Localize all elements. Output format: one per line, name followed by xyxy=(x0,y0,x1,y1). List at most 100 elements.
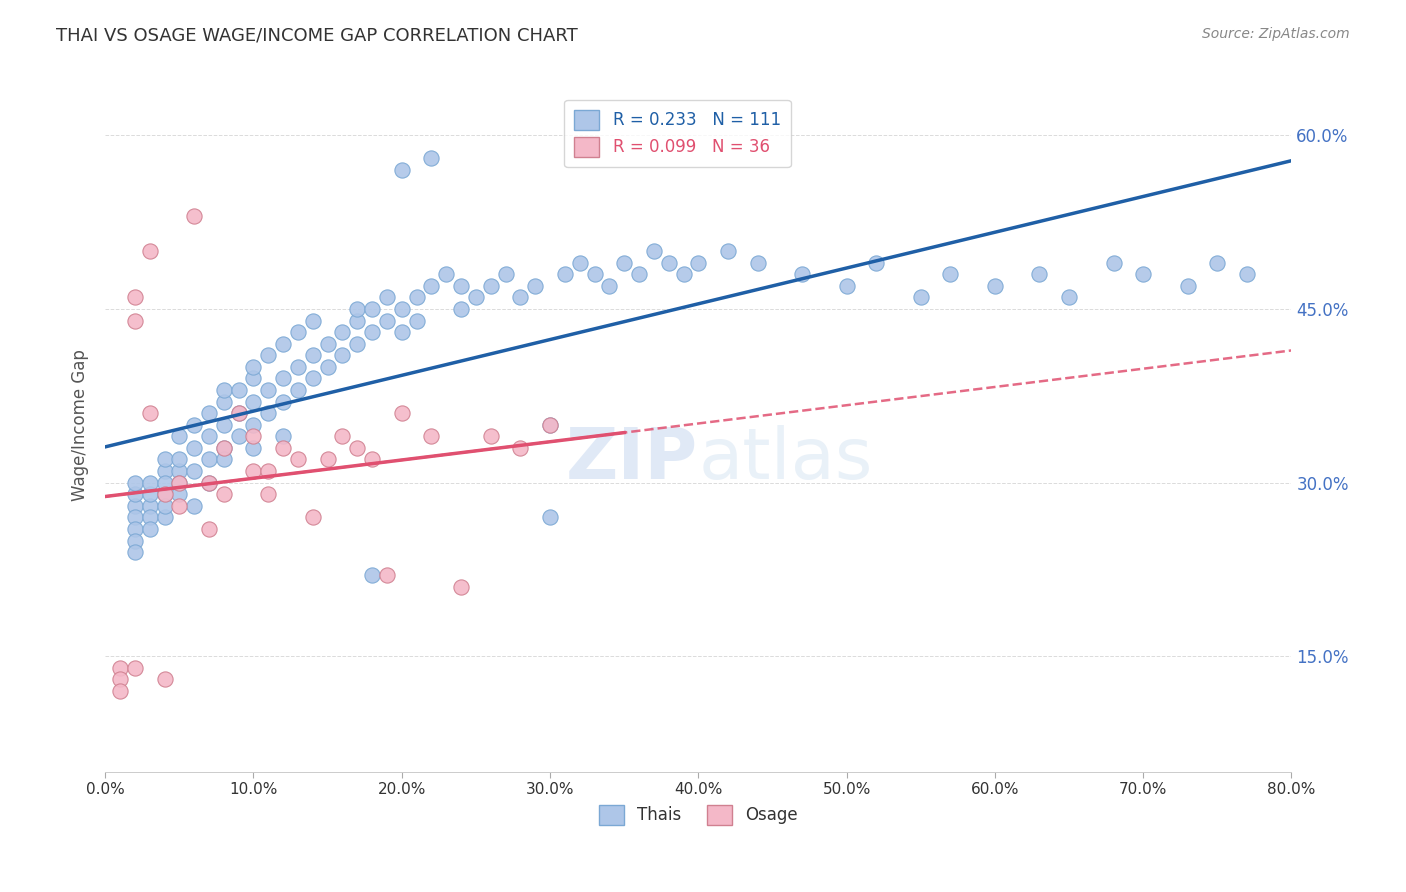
Point xyxy=(124,313,146,327)
Point xyxy=(242,429,264,443)
Text: Source: ZipAtlas.com: Source: ZipAtlas.com xyxy=(1202,27,1350,41)
Point xyxy=(153,464,176,478)
Point xyxy=(287,325,309,339)
Point xyxy=(212,383,235,397)
Point xyxy=(212,452,235,467)
Point xyxy=(865,255,887,269)
Point xyxy=(1057,290,1080,304)
Point xyxy=(1028,267,1050,281)
Point xyxy=(391,301,413,316)
Point xyxy=(124,475,146,490)
Point xyxy=(212,417,235,432)
Point xyxy=(183,464,205,478)
Point xyxy=(124,487,146,501)
Point xyxy=(198,475,221,490)
Point xyxy=(183,210,205,224)
Point xyxy=(524,278,547,293)
Point xyxy=(183,499,205,513)
Point xyxy=(124,533,146,548)
Point xyxy=(198,406,221,420)
Point xyxy=(242,464,264,478)
Point xyxy=(1102,255,1125,269)
Point xyxy=(198,429,221,443)
Point xyxy=(169,452,191,467)
Point xyxy=(509,290,531,304)
Point xyxy=(287,383,309,397)
Point xyxy=(375,290,398,304)
Point xyxy=(332,429,354,443)
Point xyxy=(198,452,221,467)
Point xyxy=(301,313,323,327)
Point xyxy=(242,441,264,455)
Point xyxy=(153,475,176,490)
Point xyxy=(509,441,531,455)
Y-axis label: Wage/Income Gap: Wage/Income Gap xyxy=(72,349,89,500)
Point xyxy=(1206,255,1229,269)
Point xyxy=(538,417,561,432)
Point xyxy=(108,673,131,687)
Point xyxy=(169,475,191,490)
Point xyxy=(434,267,457,281)
Point xyxy=(405,290,427,304)
Point xyxy=(228,406,250,420)
Point xyxy=(747,255,769,269)
Point xyxy=(717,244,740,258)
Point xyxy=(198,522,221,536)
Point xyxy=(672,267,695,281)
Point xyxy=(450,301,472,316)
Point xyxy=(242,371,264,385)
Point xyxy=(183,417,205,432)
Point xyxy=(169,499,191,513)
Point xyxy=(391,406,413,420)
Point xyxy=(153,510,176,524)
Point xyxy=(332,325,354,339)
Point xyxy=(346,441,368,455)
Point xyxy=(346,313,368,327)
Point xyxy=(153,487,176,501)
Point xyxy=(108,684,131,698)
Point xyxy=(138,244,160,258)
Point xyxy=(361,568,384,582)
Text: atlas: atlas xyxy=(699,425,873,494)
Point xyxy=(212,394,235,409)
Point xyxy=(375,313,398,327)
Point xyxy=(242,394,264,409)
Point xyxy=(538,510,561,524)
Point xyxy=(301,510,323,524)
Point xyxy=(301,348,323,362)
Point xyxy=(228,383,250,397)
Point xyxy=(124,499,146,513)
Point xyxy=(257,348,280,362)
Point xyxy=(316,359,339,374)
Point xyxy=(138,510,160,524)
Point xyxy=(212,487,235,501)
Point xyxy=(1132,267,1154,281)
Point xyxy=(538,417,561,432)
Point xyxy=(257,464,280,478)
Point xyxy=(138,487,160,501)
Point xyxy=(332,348,354,362)
Point xyxy=(361,325,384,339)
Point xyxy=(183,441,205,455)
Point xyxy=(391,325,413,339)
Point xyxy=(643,244,665,258)
Point xyxy=(420,278,443,293)
Point xyxy=(271,429,294,443)
Point xyxy=(169,487,191,501)
Point xyxy=(583,267,606,281)
Point xyxy=(450,278,472,293)
Point xyxy=(198,475,221,490)
Point xyxy=(464,290,486,304)
Point xyxy=(138,499,160,513)
Point xyxy=(627,267,650,281)
Point xyxy=(153,452,176,467)
Point xyxy=(688,255,710,269)
Point xyxy=(391,163,413,178)
Point xyxy=(257,406,280,420)
Point xyxy=(271,394,294,409)
Point xyxy=(316,452,339,467)
Point xyxy=(138,522,160,536)
Point xyxy=(1236,267,1258,281)
Point xyxy=(212,441,235,455)
Point xyxy=(242,417,264,432)
